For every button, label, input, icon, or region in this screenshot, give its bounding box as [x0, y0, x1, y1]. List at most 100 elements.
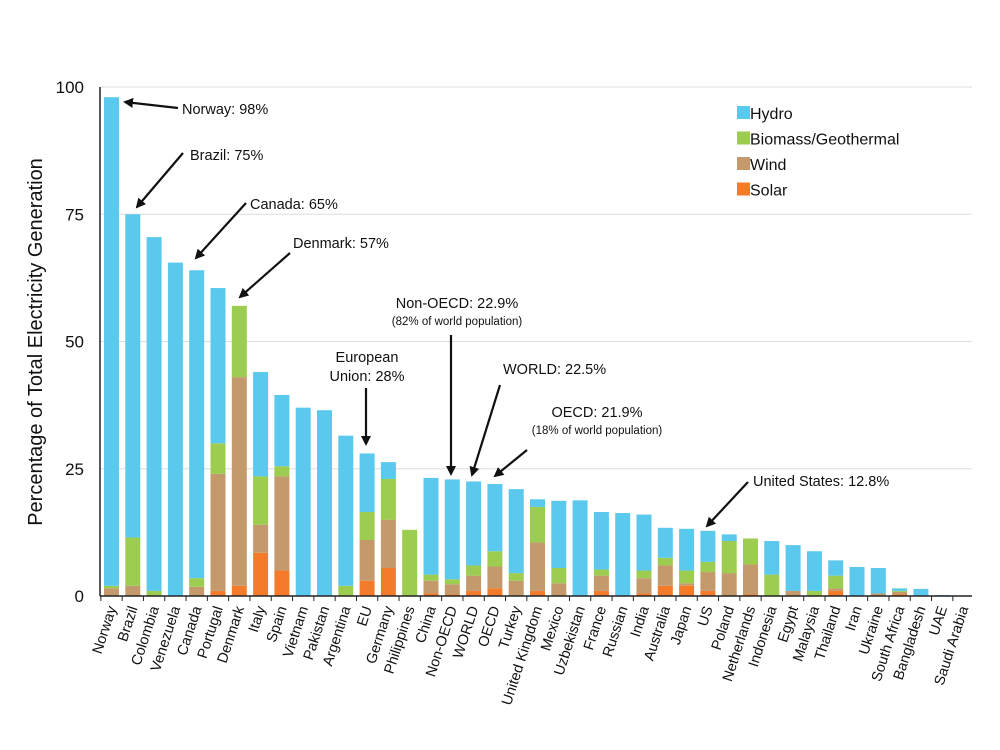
- bar-segment-biomass: [380, 478, 396, 520]
- bar-segment-biomass: [125, 537, 141, 586]
- bar-segment-biomass: [679, 570, 695, 584]
- bar-segment-solar: [679, 585, 695, 596]
- x-axis-labels: NorwayBrazilColombiaVenezuelaCanadaPortu…: [90, 603, 973, 707]
- bar-segment-hydro: [466, 481, 482, 566]
- bar-segment-solar: [530, 590, 545, 596]
- annotation-label: Non-OECD: 22.9%: [396, 296, 519, 312]
- x-category-label: Norway: [90, 604, 121, 656]
- bar-segment-wind: [657, 565, 673, 586]
- annotation-arrow: [123, 97, 179, 110]
- annotation-label: European: [336, 350, 399, 366]
- bar-segment-hydro: [657, 527, 673, 558]
- legend-label: Wind: [750, 157, 786, 174]
- bar-segment-biomass: [657, 557, 673, 566]
- legend-label: Hydro: [750, 106, 793, 123]
- legend-label: Biomass/Geothermal: [750, 132, 899, 149]
- bar-segment-solar: [359, 580, 375, 596]
- bar-segment-hydro: [828, 560, 844, 576]
- annotation-arrow: [135, 152, 184, 209]
- bar-segment-biomass: [487, 551, 503, 567]
- bar-segment-wind: [700, 572, 716, 591]
- bar-segment-hydro: [636, 514, 652, 571]
- bar-segment-wind: [359, 540, 375, 581]
- annotation-label: Canada: 65%: [250, 197, 338, 213]
- bar-segment-biomass: [828, 575, 844, 589]
- bar-segment-biomass: [423, 574, 439, 581]
- bar-segment-solar: [828, 590, 844, 596]
- bar-segment-biomass: [402, 529, 418, 596]
- bar-segment-biomass: [146, 590, 162, 596]
- bar-segment-biomass: [231, 305, 247, 378]
- bar-segment-hydro: [104, 97, 119, 586]
- annotation-arrow: [493, 449, 528, 478]
- bar-segment-hydro: [615, 513, 631, 596]
- bar-segment-wind: [189, 586, 205, 596]
- bar-segment-solar: [380, 568, 396, 596]
- bar-segment-biomass: [444, 579, 460, 585]
- bar-segment-hydro: [295, 407, 311, 596]
- bar-segment-biomass: [338, 585, 354, 596]
- bar-segment-biomass: [210, 443, 226, 474]
- axes: [99, 87, 972, 601]
- bar-segment-solar: [210, 590, 226, 596]
- bar-segment-hydro: [423, 477, 439, 575]
- bar-segment-hydro: [700, 530, 716, 562]
- bars: [104, 97, 950, 596]
- bar-segment-solar: [444, 594, 460, 596]
- bar-segment-solar: [657, 585, 673, 596]
- annotation-label: United States: 12.8%: [753, 474, 889, 490]
- bar-segment-wind: [508, 580, 524, 596]
- bar-segment-hydro: [444, 479, 460, 580]
- y-tick-label: 100: [56, 78, 84, 97]
- y-tick-label: 75: [65, 205, 84, 224]
- bar-segment-hydro: [806, 551, 822, 591]
- bar-segment-biomass: [700, 561, 716, 573]
- bar-segment-wind: [743, 564, 758, 595]
- bar-segment-biomass: [274, 466, 290, 477]
- legend-swatch-hydro: [737, 106, 750, 119]
- bar-segment-wind: [679, 583, 695, 586]
- bar-segment-wind: [828, 588, 844, 591]
- legend-swatch-wind: [737, 157, 750, 170]
- bar-segment-hydro: [764, 541, 780, 575]
- bar-segment-hydro: [253, 372, 269, 477]
- bar-segment-wind: [423, 580, 439, 594]
- bar-segment-solar: [231, 585, 247, 596]
- bar-segment-wind: [593, 575, 609, 591]
- bar-segment-hydro: [530, 499, 545, 507]
- bar-segment-hydro: [508, 489, 524, 574]
- bar-segment-biomass: [253, 476, 269, 525]
- annotation-arrow: [194, 202, 247, 260]
- bar-segment-hydro: [913, 588, 929, 596]
- bar-segment-biomass: [530, 506, 545, 543]
- annotations: Norway: 98% Brazil: 75% Canada: 65% Denmark…: [123, 97, 889, 528]
- bar-segment-biomass: [636, 570, 652, 579]
- x-category-label: EU: [354, 604, 375, 628]
- bar-segment-biomass: [466, 565, 482, 576]
- x-category-label: Iran: [843, 604, 866, 633]
- y-tick-label: 50: [65, 333, 84, 352]
- bar-segment-wind: [785, 590, 801, 596]
- bar-segment-biomass: [104, 585, 119, 589]
- bar-segment-biomass: [806, 590, 822, 596]
- legend-swatch-solar: [737, 182, 750, 196]
- bar-segment-hydro: [317, 410, 332, 596]
- bar-segment-hydro: [849, 566, 865, 596]
- y-tick-label: 25: [65, 460, 84, 479]
- bar-segment-hydro: [167, 262, 183, 596]
- legend-swatch-biomass: [737, 131, 750, 145]
- bar-segment-wind: [892, 591, 908, 595]
- bar-segment-wind: [444, 584, 460, 595]
- bar-segment-hydro: [679, 528, 695, 571]
- bar-segment-wind: [870, 593, 886, 596]
- bar-segment-solar: [700, 590, 716, 596]
- bar-segment-biomass: [508, 573, 524, 581]
- x-category-label: Italy: [246, 604, 270, 635]
- bar-segment-hydro: [380, 462, 396, 479]
- bar-segment-biomass: [721, 541, 737, 574]
- bar-segment-wind: [721, 573, 737, 596]
- bar-segment-hydro: [146, 237, 162, 591]
- bar-segment-hydro: [338, 435, 354, 586]
- bar-segment-solar: [487, 588, 503, 596]
- y-axis-title: Percentage of Total Electricity Generati…: [25, 158, 47, 526]
